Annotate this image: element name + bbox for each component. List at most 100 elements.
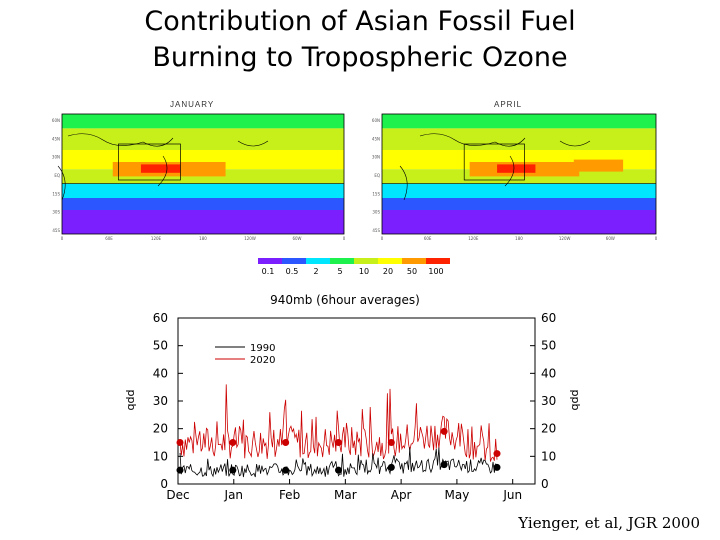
- map-asian-plume-core: [140, 164, 181, 173]
- map-lat-tick: 15S: [52, 191, 60, 196]
- map-lon-tick: 60W: [606, 236, 615, 241]
- map-lat-tick: 60N: [52, 118, 60, 123]
- slide-title-line-1: Contribution of Asian Fossil Fuel: [144, 6, 576, 37]
- map-band: [62, 210, 344, 234]
- map-lat-tick: 30N: [372, 155, 380, 160]
- map-band: [382, 210, 656, 234]
- colorbar-swatch: [330, 258, 354, 264]
- colorbar-label: 0.1: [262, 267, 275, 276]
- colorbar-swatch: [258, 258, 282, 264]
- mean-marker-1990: [229, 466, 237, 474]
- map-label-april: APRIL: [494, 100, 523, 109]
- map-band: [62, 114, 344, 129]
- y-axis-label-right: ppb: [569, 390, 582, 411]
- mean-marker-1990: [176, 466, 184, 474]
- x-tick-label: Jun: [502, 488, 522, 502]
- map-frame: [381, 113, 657, 235]
- x-tick-label: May: [445, 488, 470, 502]
- chart-title: 940mb (6hour averages): [270, 293, 420, 307]
- y-tick-label-right: 0: [541, 477, 549, 491]
- map-lat-tick: 30S: [52, 210, 60, 215]
- y-tick-label-left: 60: [153, 311, 168, 325]
- mean-marker-2020: [387, 439, 395, 446]
- map-lon-tick: 60E: [105, 236, 113, 241]
- map-lat-tick: EQ: [54, 173, 60, 178]
- map-lon-tick: 120W: [244, 236, 256, 241]
- map-lon-tick: 120W: [559, 236, 571, 241]
- map-band: [382, 183, 656, 198]
- map-band: [62, 128, 344, 150]
- x-tick-label: Jan: [224, 488, 244, 502]
- colorbar-label: 20: [383, 267, 393, 276]
- colorbar-label: 2: [313, 267, 318, 276]
- map-region-box: [463, 143, 525, 181]
- map-lat-tick: 60N: [372, 118, 380, 123]
- map-lon-tick: 180: [199, 236, 207, 241]
- mean-marker-2020: [440, 427, 448, 435]
- map-lon-tick: 0: [655, 236, 658, 241]
- citation: Yienger, et al, JGR 2000: [518, 514, 700, 532]
- mean-marker-2020: [229, 439, 237, 446]
- map-lon-tick: 120E: [151, 236, 162, 241]
- x-tick-label: Feb: [279, 488, 300, 502]
- map-lat-tick: 45N: [52, 136, 60, 141]
- map-coastlines: [399, 133, 591, 201]
- y-axis-label-left: ppb: [125, 390, 138, 411]
- map-lon-tick: 180: [515, 236, 523, 241]
- map-lon-tick: 60E: [424, 236, 432, 241]
- colorbar-swatch: [426, 258, 450, 264]
- colorbar-swatch: [378, 258, 402, 264]
- map-lat-tick: EQ: [374, 173, 380, 178]
- legend-label-2020: 2020: [250, 355, 275, 366]
- map-lat-tick: 30N: [52, 155, 60, 160]
- colorbar-swatch: [306, 258, 330, 264]
- map-frame: [61, 113, 345, 235]
- series-line-2020: [179, 384, 498, 462]
- y-tick-label-right: 10: [541, 449, 556, 463]
- colorbar-label: 10: [359, 267, 369, 276]
- y-tick-label-left: 20: [153, 422, 168, 436]
- colorbar-label: 0.5: [286, 267, 299, 276]
- map-lon-tick: 0: [343, 236, 346, 241]
- y-tick-label-right: 50: [541, 339, 556, 353]
- x-tick-label: Apr: [391, 488, 412, 502]
- map-lat-tick: 30S: [372, 210, 380, 215]
- mean-marker-1990: [387, 463, 395, 471]
- map-panel-january: 60N 45N 30N EQ 15S 30S 45S 0 60E 120E 180 120W 60W 0 …: [38, 96, 350, 246]
- mean-marker-2020: [493, 450, 501, 458]
- mean-marker-1990: [440, 461, 448, 469]
- y-tick-label-right: 20: [541, 422, 556, 436]
- x-tick-label: Mar: [334, 488, 357, 502]
- y-tick-label-left: 10: [153, 449, 168, 463]
- y-tick-label-left: 30: [153, 394, 168, 408]
- x-tick-label: Dec: [166, 488, 189, 502]
- colorbar-label: 100: [428, 267, 443, 276]
- colorbar-label: 5: [337, 267, 342, 276]
- colorbar-swatch: [402, 258, 426, 264]
- map-coastlines: [57, 133, 269, 201]
- map-lat-tick: 15S: [372, 191, 380, 196]
- colorbar-swatch: [354, 258, 378, 264]
- mean-marker-2020: [176, 439, 184, 446]
- slide-title: Contribution of Asian Fossil Fuel Burnin…: [0, 4, 720, 76]
- map-band: [62, 183, 344, 198]
- mean-marker-1990: [282, 466, 290, 474]
- map-band: [382, 198, 656, 210]
- map-pacific-plume: [573, 159, 624, 172]
- map-label-january: JANUARY: [170, 100, 215, 109]
- map-asian-plume-core: [497, 164, 536, 173]
- map-lon-tick: 120E: [468, 236, 479, 241]
- legend-label-1990: 1990: [250, 343, 275, 354]
- map-lon-tick: 60W: [292, 236, 301, 241]
- mean-marker-2020: [282, 439, 290, 446]
- map-band: [62, 198, 344, 210]
- y-tick-label-left: 50: [153, 339, 168, 353]
- map-lat-tick: 45S: [52, 228, 60, 233]
- colorbar-label: 50: [407, 267, 417, 276]
- y-tick-label-right: 60: [541, 311, 556, 325]
- y-tick-label-left: 40: [153, 366, 168, 380]
